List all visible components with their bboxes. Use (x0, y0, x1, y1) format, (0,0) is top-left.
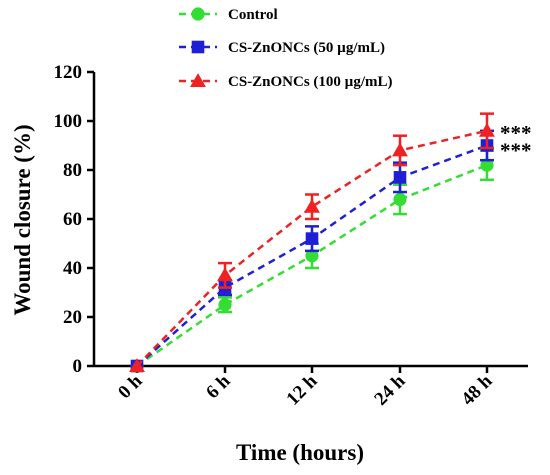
data-point (218, 298, 232, 312)
y-tick-label: 100 (54, 111, 83, 132)
significance-label: *** (500, 139, 532, 163)
legend-marker (191, 40, 205, 54)
x-tick-label: 6 h (202, 370, 235, 403)
data-point (393, 192, 407, 206)
data-point (217, 267, 233, 282)
significance-annotations: ****** (500, 121, 532, 163)
legend-marker (190, 73, 206, 87)
data-point (129, 358, 145, 372)
x-ticks: 0 h 6 h 12 h 24 h 48 h (114, 366, 497, 410)
data-point (479, 122, 495, 137)
legend: Control CS-ZnONCs (50 µg/mL) CS-ZnONCs (10… (179, 7, 393, 90)
legend-label: Control (228, 7, 278, 23)
data-point (305, 232, 319, 245)
series-line (136, 129, 488, 367)
x-tick-label: 24 h (370, 370, 409, 409)
series-3 (129, 112, 495, 372)
legend-label: CS-ZnONCs (50 µg/mL) (228, 40, 385, 56)
series-1 (130, 149, 494, 373)
data-point (304, 198, 320, 213)
data-point (392, 142, 408, 157)
x-tick-label: 0 h (114, 370, 147, 403)
significance-label: *** (500, 121, 532, 145)
y-tick-label: 120 (54, 62, 83, 83)
legend-marker (191, 7, 205, 21)
plot-area (129, 112, 495, 373)
data-point (393, 171, 407, 184)
y-tick-label: 60 (63, 209, 82, 230)
x-tick-label: 12 h (282, 370, 321, 409)
y-tick-label: 80 (63, 160, 82, 181)
y-tick-label: 0 (73, 356, 83, 377)
y-tick-label: 20 (63, 307, 82, 328)
x-axis-title: Time (hours) (236, 440, 364, 465)
legend-label: CS-ZnONCs (100 µg/mL) (228, 74, 393, 90)
y-tick-label: 40 (63, 258, 82, 279)
x-tick-label: 48 h (457, 370, 496, 409)
y-ticks: 0 20 40 60 80 100 120 (54, 62, 94, 377)
data-point (305, 249, 319, 263)
data-point (480, 158, 494, 172)
y-axis-title: Wound closure (%) (10, 124, 35, 315)
series-2 (130, 129, 494, 373)
